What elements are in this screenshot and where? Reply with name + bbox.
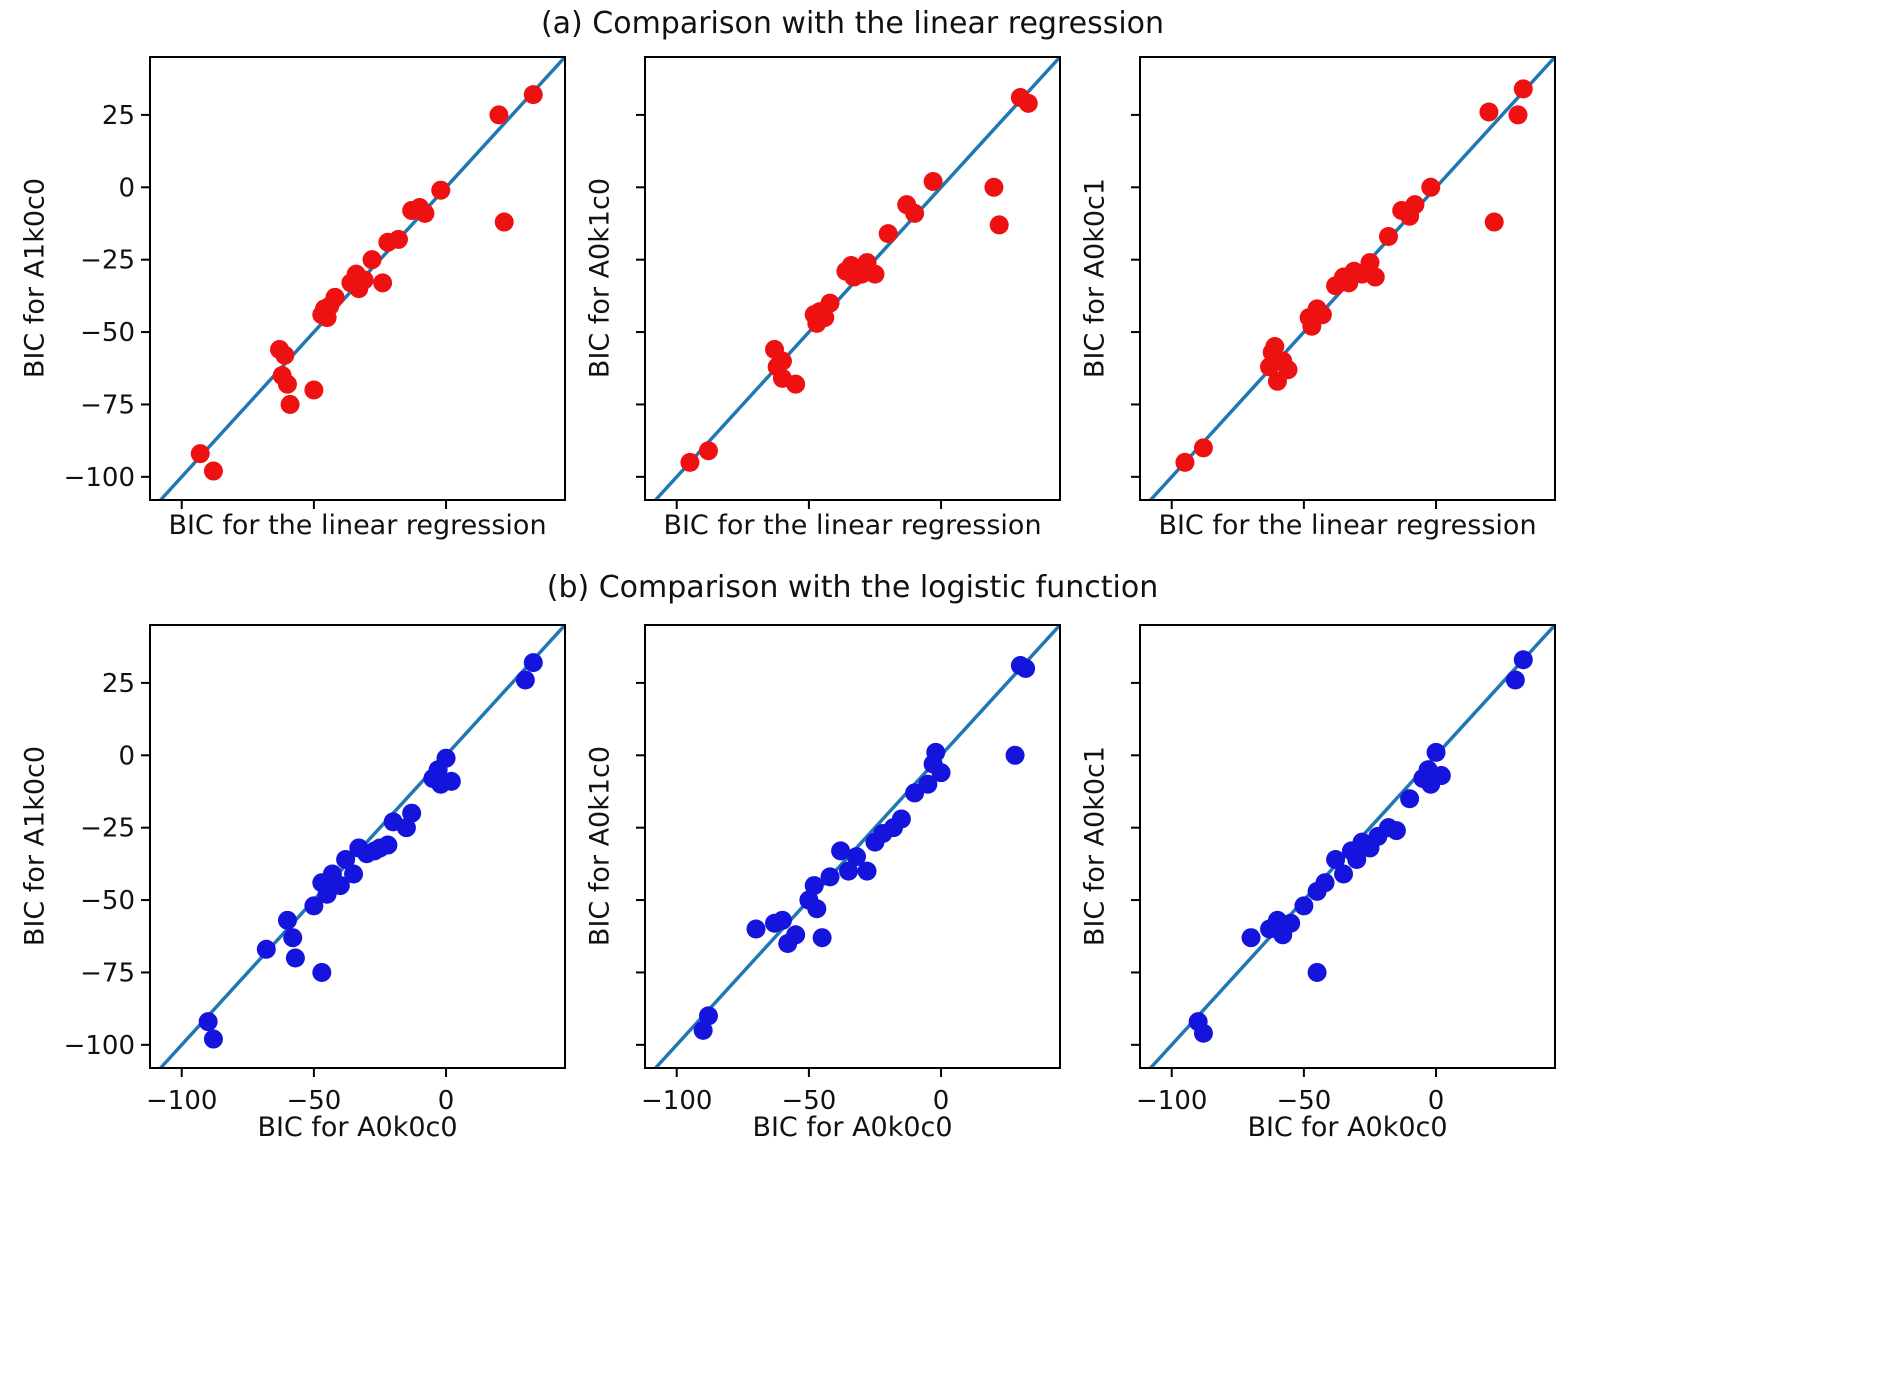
svg-text:0: 0 bbox=[933, 1086, 950, 1116]
svg-text:25: 25 bbox=[102, 669, 135, 699]
scatter-panel-b3: −100 −50 0 bbox=[1131, 623, 1557, 1116]
svg-text:−50: −50 bbox=[1276, 1086, 1331, 1116]
ylabel-a3: BIC for A0k0c1 bbox=[1079, 177, 1111, 379]
ylabel-a1: BIC for A1k0c0 bbox=[19, 177, 51, 379]
ylabel-a2: BIC for A0k1c0 bbox=[584, 177, 616, 379]
ylabel-b2: BIC for A0k1c0 bbox=[584, 745, 616, 947]
xlabel-b1: BIC for A0k0c0 bbox=[257, 1112, 458, 1143]
xlabel-b2: BIC for A0k0c0 bbox=[752, 1112, 953, 1143]
svg-text:−50: −50 bbox=[781, 1086, 836, 1116]
svg-text:−50: −50 bbox=[80, 318, 135, 348]
ylabel-b3: BIC for A0k0c1 bbox=[1079, 745, 1111, 947]
svg-text:−100: −100 bbox=[146, 1086, 217, 1116]
xlabel-a1: BIC for the linear regression bbox=[168, 510, 547, 541]
scatter-panel-a2 bbox=[636, 55, 1062, 509]
xlabel-a2: BIC for the linear regression bbox=[663, 510, 1042, 541]
scatter-panel-b2: −100 −50 0 bbox=[636, 623, 1062, 1116]
scatter-panel-b1: −100 −50 0 25 0 −25 −50 −75 −100 bbox=[64, 623, 567, 1116]
svg-text:0: 0 bbox=[438, 1086, 455, 1116]
svg-text:−75: −75 bbox=[80, 390, 135, 420]
svg-text:−50: −50 bbox=[80, 886, 135, 916]
svg-text:0: 0 bbox=[118, 741, 135, 771]
xlabel-b3: BIC for A0k0c0 bbox=[1247, 1112, 1448, 1143]
svg-text:−100: −100 bbox=[64, 463, 135, 493]
svg-text:−25: −25 bbox=[80, 814, 135, 844]
xlabel-a3: BIC for the linear regression bbox=[1158, 510, 1537, 541]
scatter-panel-a1: 25 0 −25 −50 −75 −100 bbox=[64, 55, 567, 509]
svg-text:−75: −75 bbox=[80, 958, 135, 988]
svg-text:−25: −25 bbox=[80, 246, 135, 276]
svg-text:25: 25 bbox=[102, 101, 135, 131]
svg-text:−50: −50 bbox=[286, 1086, 341, 1116]
row-b-title: (b) Comparison with the logistic functio… bbox=[546, 570, 1159, 605]
row-a-title: (a) Comparison with the linear regressio… bbox=[540, 6, 1165, 41]
svg-text:0: 0 bbox=[118, 173, 135, 203]
ylabel-b1: BIC for A1k0c0 bbox=[19, 745, 51, 947]
scatter-panel-a3 bbox=[1131, 55, 1557, 509]
svg-text:−100: −100 bbox=[1136, 1086, 1207, 1116]
svg-text:−100: −100 bbox=[64, 1031, 135, 1061]
svg-text:0: 0 bbox=[1428, 1086, 1445, 1116]
svg-text:−100: −100 bbox=[641, 1086, 712, 1116]
